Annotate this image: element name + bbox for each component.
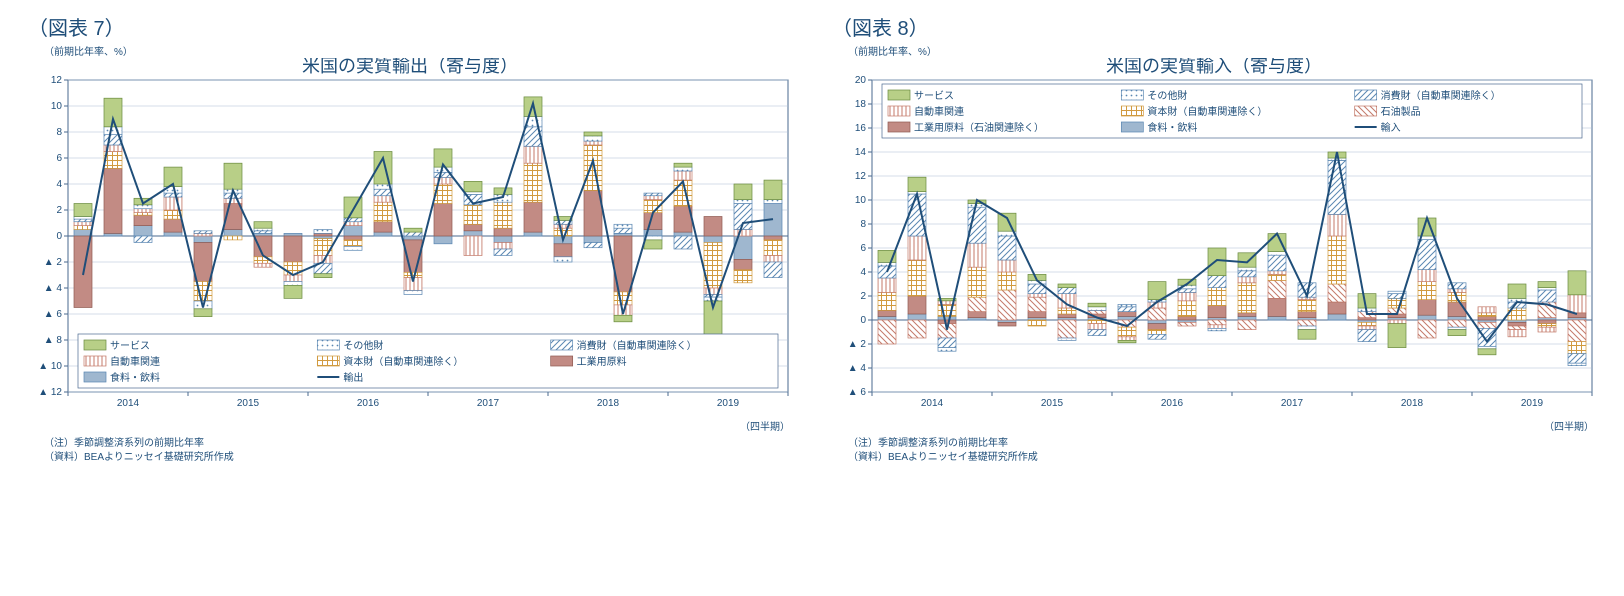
charts-row: （図表 7） （前期比年率、%） 米国の実質輸出（寄与度） ▲ 12 ▲ 10 ▲ 8… [20,12,1604,465]
svg-text:輸入: 輸入 [1381,121,1401,134]
chart8-svg: 米国の実質輸入（寄与度） ▲ 6 ▲ 4 ▲ 2 0 2 4 6 8 10 12 14 16 18 20 20… [824,58,1604,418]
svg-text:6: 6 [56,153,62,164]
svg-text:20: 20 [855,75,867,86]
svg-text:16: 16 [855,123,867,134]
svg-text:8: 8 [860,219,866,230]
svg-text:▲ 2: ▲ 2 [848,339,867,350]
svg-text:2018: 2018 [597,398,620,409]
svg-text:自動車関連: 自動車関連 [914,105,964,118]
svg-text:2014: 2014 [921,398,944,409]
svg-text:その他財: その他財 [1147,89,1187,102]
svg-text:その他財: その他財 [343,339,383,352]
svg-text:消費財（自動車関連除く）: 消費財（自動車関連除く） [1381,89,1501,102]
svg-text:12: 12 [855,171,867,182]
svg-text:▲ 4: ▲ 4 [44,283,63,294]
svg-text:食料・飲料: 食料・飲料 [110,371,160,384]
svg-text:▲ 6: ▲ 6 [44,309,63,320]
svg-text:工業用原料（石油関連除く）: 工業用原料（石油関連除く） [914,121,1044,134]
chart8-panel: （図表 8） （前期比年率、%） 米国の実質輸入（寄与度） ▲ 6 ▲ 4 ▲ 2 0 2… [824,12,1604,465]
chart8-note1: （注）季節調整済系列の前期比年率 [848,437,1604,451]
svg-text:輸出: 輸出 [343,371,363,384]
svg-text:12: 12 [51,75,63,86]
svg-text:食料・飲料: 食料・飲料 [1147,121,1197,134]
svg-text:0: 0 [860,315,866,326]
chart8-x-unit: （四半期） [824,418,1594,433]
chart7-y-unit: （前期比年率、%） [44,43,800,58]
svg-text:2017: 2017 [1281,398,1304,409]
chart8-note2: （資料）BEAよりニッセイ基礎研究所作成 [848,451,1604,465]
svg-text:▲ 2: ▲ 2 [44,257,63,268]
svg-text:サービス: サービス [914,90,954,102]
chart7-panel: （図表 7） （前期比年率、%） 米国の実質輸出（寄与度） ▲ 12 ▲ 10 ▲ 8… [20,12,800,465]
chart7-note2: （資料）BEAよりニッセイ基礎研究所作成 [44,451,800,465]
svg-text:資本財（自動車関連除く）: 資本財（自動車関連除く） [1147,105,1267,118]
svg-text:資本財（自動車関連除く）: 資本財（自動車関連除く） [343,355,463,368]
svg-text:14: 14 [855,147,867,158]
svg-text:2018: 2018 [1401,398,1424,409]
svg-text:石油製品: 石油製品 [1381,105,1421,118]
svg-text:2019: 2019 [1521,398,1544,409]
svg-text:2017: 2017 [477,398,500,409]
svg-text:2016: 2016 [1161,398,1184,409]
svg-text:4: 4 [860,267,866,278]
svg-text:6: 6 [860,243,866,254]
svg-text:4: 4 [56,179,62,190]
svg-text:8: 8 [56,127,62,138]
svg-text:10: 10 [51,101,63,112]
svg-text:自動車関連: 自動車関連 [110,355,160,368]
svg-text:工業用原料: 工業用原料 [577,355,627,368]
svg-text:米国の実質輸入（寄与度）: 米国の実質輸入（寄与度） [1106,58,1322,76]
chart8-y-unit: （前期比年率、%） [848,43,1604,58]
svg-text:2014: 2014 [117,398,140,409]
svg-text:2015: 2015 [237,398,260,409]
chart7-fig-label: （図表 7） [28,12,800,41]
svg-text:18: 18 [855,99,867,110]
svg-text:サービス: サービス [110,340,150,352]
svg-text:▲ 8: ▲ 8 [44,335,63,346]
svg-text:米国の実質輸出（寄与度）: 米国の実質輸出（寄与度） [302,58,518,76]
chart7-svg: 米国の実質輸出（寄与度） ▲ 12 ▲ 10 ▲ 8 ▲ 6 ▲ 4 ▲ 2 0 2 4 6 8 10 1… [20,58,800,418]
svg-text:2019: 2019 [717,398,740,409]
svg-text:消費財（自動車関連除く）: 消費財（自動車関連除く） [577,339,697,352]
svg-text:10: 10 [855,195,867,206]
svg-text:▲ 12: ▲ 12 [38,387,62,398]
svg-text:▲ 6: ▲ 6 [848,387,867,398]
svg-text:2: 2 [860,291,866,302]
chart7-x-unit: （四半期） [20,418,790,433]
svg-text:2: 2 [56,205,62,216]
svg-text:0: 0 [56,231,62,242]
chart7-note1: （注）季節調整済系列の前期比年率 [44,437,800,451]
svg-text:2015: 2015 [1041,398,1064,409]
svg-text:▲ 10: ▲ 10 [38,361,62,372]
svg-text:▲ 4: ▲ 4 [848,363,867,374]
svg-text:2016: 2016 [357,398,380,409]
chart8-fig-label: （図表 8） [832,12,1604,41]
